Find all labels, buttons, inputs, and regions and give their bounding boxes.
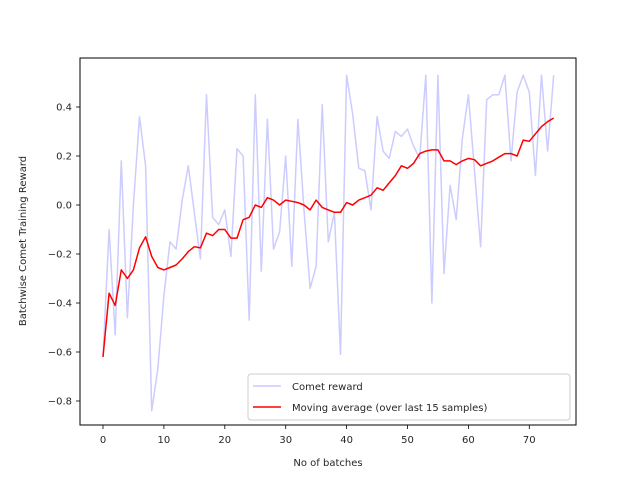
y-tick-label: 0.4 xyxy=(56,103,72,114)
y-tick-label: −0.8 xyxy=(48,397,72,408)
y-tick-label: −0.6 xyxy=(48,348,72,359)
moving-average-line xyxy=(102,117,555,357)
x-tick-label: 50 xyxy=(401,435,414,446)
x-tick-label: 30 xyxy=(279,435,292,446)
x-tick-label: 40 xyxy=(340,435,353,446)
x-tick-label: 70 xyxy=(523,435,536,446)
y-tick-label: −0.4 xyxy=(48,299,72,310)
y-axis-label: Batchwise Comet Training Reward xyxy=(18,156,29,326)
y-tick-label: 0.2 xyxy=(56,152,72,163)
x-tick-label: 60 xyxy=(462,435,475,446)
x-tick-label: 10 xyxy=(158,435,171,446)
plot-frame xyxy=(79,57,577,426)
y-tick-label: 0.0 xyxy=(56,201,72,212)
legend-box xyxy=(247,373,571,421)
x-axis-label: No of batches xyxy=(293,458,362,469)
x-tick-label: 0 xyxy=(100,435,106,446)
legend-label-moving-average: Moving average (over last 15 samples) xyxy=(292,403,487,414)
series-layer xyxy=(102,74,555,412)
legend: Comet reward Moving average (over last 1… xyxy=(247,373,571,421)
x-tick-label: 20 xyxy=(218,435,231,446)
y-axis: −0.8 −0.6 −0.4 −0.2 0.0 0.2 0.4 xyxy=(48,103,80,408)
y-tick-label: −0.2 xyxy=(48,250,72,261)
x-axis: 0 10 20 30 40 50 60 70 xyxy=(100,425,536,446)
comet-reward-line xyxy=(102,74,555,412)
legend-label-comet-reward: Comet reward xyxy=(292,382,363,393)
